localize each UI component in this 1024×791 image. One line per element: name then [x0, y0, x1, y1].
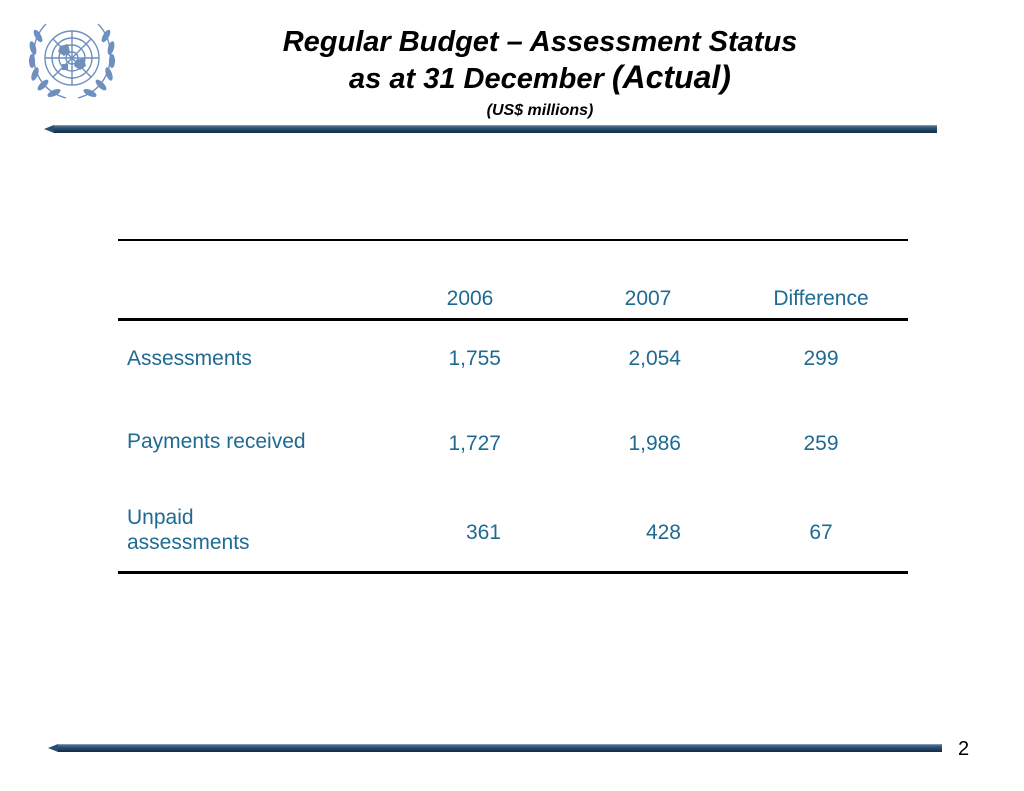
- table-bottom-rule: [118, 571, 908, 574]
- cell-unpaid-difference: 67: [809, 521, 833, 544]
- row-label-unpaid: Unpaid: [127, 506, 194, 529]
- cell-payments-difference: 259: [803, 432, 839, 455]
- slide-title-line2: as at 31 December (Actual): [180, 60, 900, 96]
- cell-payments-2006: 1,727: [448, 432, 501, 455]
- row-label-unpaid-line2: assessments: [127, 531, 250, 554]
- header-divider-bar: [44, 125, 937, 133]
- row-label-assessments: Assessments: [127, 347, 252, 370]
- cell-assessments-2006: 1,755: [448, 347, 501, 370]
- cell-unpaid-2007: 428: [645, 521, 681, 544]
- slide-subtitle: (US$ millions): [486, 102, 594, 119]
- column-header-2006: 2006: [446, 287, 494, 310]
- row-label-payments-received: Payments received: [127, 430, 306, 453]
- table-top-rule: [118, 239, 908, 241]
- footer-divider-bar: [48, 744, 942, 752]
- un-emblem-icon: [29, 23, 115, 99]
- title-date-text: as at 31 December: [349, 63, 612, 95]
- page-number: 2: [958, 738, 970, 760]
- slide-title-line1: Regular Budget – Assessment Status: [282, 26, 798, 58]
- table-header-rule: [118, 318, 908, 321]
- cell-payments-2007: 1,986: [628, 432, 681, 455]
- column-header-difference: Difference: [773, 287, 869, 310]
- column-header-2007: 2007: [624, 287, 672, 310]
- cell-assessments-difference: 299: [803, 347, 839, 370]
- cell-unpaid-2006: 361: [465, 521, 501, 544]
- cell-assessments-2007: 2,054: [628, 347, 681, 370]
- title-actual-text: (Actual): [611, 59, 731, 95]
